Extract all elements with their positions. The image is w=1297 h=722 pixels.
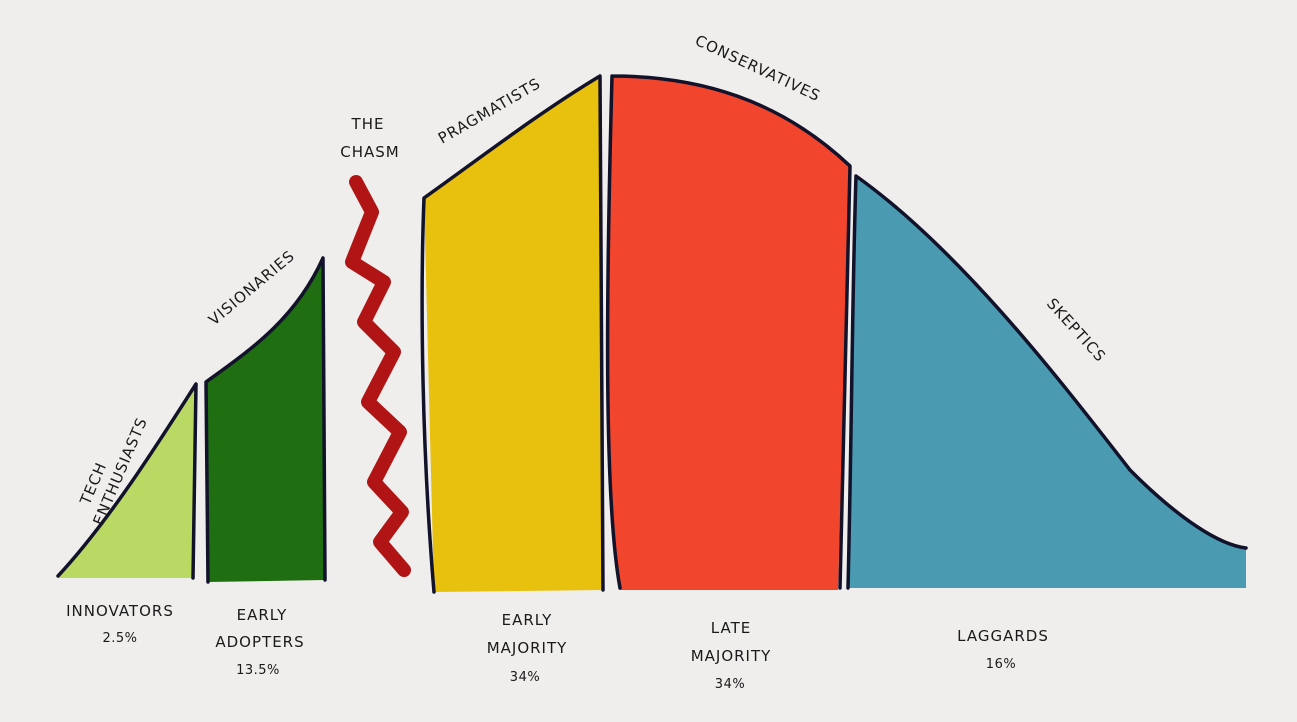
segment-early-adopters — [204, 256, 327, 584]
laggards-percent: 16% — [986, 657, 1016, 672]
late-majority-percent: 34% — [715, 677, 745, 692]
early-adopters-area — [206, 258, 325, 582]
chasm-label-line1: THE — [351, 115, 385, 133]
early-majority-area — [424, 76, 603, 592]
innovators-area — [58, 384, 196, 578]
early-majority-percent: 34% — [510, 670, 540, 685]
early-adopters-name-line1: EARLY — [237, 606, 288, 624]
late-majority-area — [608, 76, 850, 590]
innovators-outline — [56, 382, 198, 580]
segment-late-majority — [605, 74, 852, 590]
segment-innovators — [56, 382, 198, 580]
chasm-label-line2: CHASM — [340, 143, 399, 161]
chasm-zigzag — [345, 175, 411, 577]
persona-skeptics: SKEPTICS — [1043, 295, 1110, 366]
late-majority-outline — [605, 74, 852, 590]
late-majority-name-line1: LATE — [711, 619, 751, 637]
innovators-percent: 2.5% — [102, 631, 137, 646]
early-majority-name-line1: EARLY — [502, 611, 553, 629]
laggards-area — [848, 176, 1246, 588]
laggards-outline — [846, 174, 1248, 590]
segment-early-majority — [420, 74, 605, 594]
early-majority-outline — [420, 74, 605, 594]
early-adopters-percent: 13.5% — [236, 663, 280, 678]
late-majority-name-line2: MAJORITY — [691, 647, 772, 665]
early-majority-name-line2: MAJORITY — [487, 639, 568, 657]
early-adopters-outline — [204, 256, 327, 584]
laggards-name: LAGGARDS — [957, 627, 1049, 645]
innovators-name: INNOVATORS — [66, 602, 174, 620]
early-adopters-name-line2: ADOPTERS — [215, 633, 304, 651]
segment-laggards — [846, 174, 1248, 590]
